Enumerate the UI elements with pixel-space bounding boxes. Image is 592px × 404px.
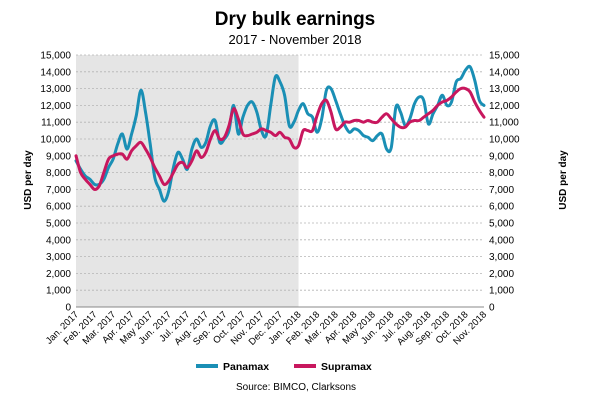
y-tick-label-right: 2,000 <box>489 269 514 280</box>
y-tick-label-left: 12,000 <box>40 101 71 112</box>
y-tick-label-left: 15,000 <box>40 51 71 62</box>
y-tick-label-left: 14,000 <box>40 67 71 78</box>
y-tick-label-right: 11,000 <box>489 118 519 129</box>
y-tick-label-left: 3,000 <box>46 252 71 263</box>
y-tick-label-right: 15,000 <box>489 51 520 62</box>
legend: Panamax Supramax <box>196 361 372 373</box>
shaded-region-2017 <box>76 55 299 307</box>
y-tick-label-left: 5,000 <box>46 219 71 230</box>
y-tick-label-left: 6,000 <box>46 202 71 213</box>
series-lines <box>74 64 486 203</box>
y-tick-label-right: 3,000 <box>489 252 514 263</box>
y-tick-label-right: 5,000 <box>489 219 514 230</box>
chart-subtitle: 2017 - November 2018 <box>229 32 362 47</box>
chart-title: Dry bulk earnings <box>215 9 376 30</box>
y-tick-label-left: 0 <box>65 303 71 314</box>
legend-label-supramax: Supramax <box>321 361 372 373</box>
y-tick-label-left: 7,000 <box>46 185 71 196</box>
y-tick-label-right: 10,000 <box>489 135 520 146</box>
y-tick-label-right: 8,000 <box>489 168 514 179</box>
y-tick-label-left: 1,000 <box>46 286 71 297</box>
y-tick-label-right: 7,000 <box>489 185 514 196</box>
y-tick-label-left: 13,000 <box>40 84 71 95</box>
y-tick-label-left: 9,000 <box>46 151 71 162</box>
y-tick-label-right: 9,000 <box>489 151 514 162</box>
y-axis-left-label: USD per day <box>23 150 34 210</box>
plot-area: 0 1,000 2,000 3,000 4,000 5,000 6,000 7,000 8,00… <box>40 51 520 348</box>
y-tick-label-right: 0 <box>489 303 495 314</box>
y-tick-label-right: 12,000 <box>489 101 520 112</box>
y-tick-label-right: 13,000 <box>489 84 520 95</box>
series-line-panamax <box>74 64 486 203</box>
legend-label-panamax: Panamax <box>223 361 269 373</box>
y-tick-label-left: 2,000 <box>46 269 71 280</box>
y-tick-label-left: 10,000 <box>40 135 71 146</box>
source-note: Source: BIMCO, Clarksons <box>236 382 356 393</box>
y-tick-label-right: 6,000 <box>489 202 514 213</box>
y-axis-right-ticks: 0 1,000 2,000 3,000 4,000 5,000 6,000 7,000 8,00… <box>489 51 520 314</box>
y-tick-label-left: 4,000 <box>46 235 71 246</box>
y-tick-label-right: 4,000 <box>489 235 514 246</box>
y-tick-label-right: 1,000 <box>489 286 514 297</box>
y-tick-label-right: 14,000 <box>489 67 520 78</box>
y-tick-label-left: 11,000 <box>41 118 71 129</box>
y-tick-label-left: 8,000 <box>46 168 71 179</box>
series-line-supramax <box>74 86 486 191</box>
y-axis-left-ticks: 0 1,000 2,000 3,000 4,000 5,000 6,000 7,000 8,00… <box>40 51 71 314</box>
y-axis-right-label: USD per day <box>558 150 569 210</box>
